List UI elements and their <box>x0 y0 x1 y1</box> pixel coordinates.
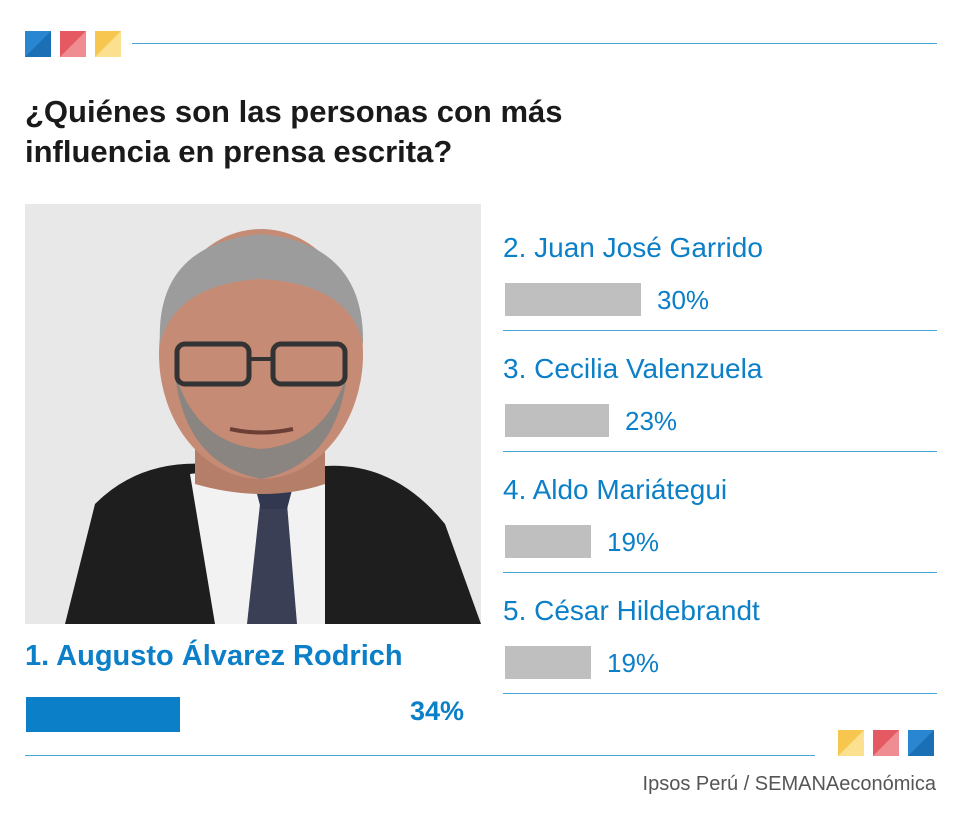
separator-rule <box>503 330 937 331</box>
decor-square-yellow <box>95 31 121 57</box>
leader-photo <box>25 204 481 624</box>
bar-3 <box>505 404 609 437</box>
decor-square-red <box>60 31 86 57</box>
decor-square-blue <box>908 730 934 756</box>
bar-1 <box>26 697 180 732</box>
bar-4 <box>505 525 591 558</box>
bar-value-3: 23% <box>625 406 678 436</box>
bar-label-4: 4. Aldo Mariátegui <box>503 474 728 505</box>
separator-rule <box>503 451 937 452</box>
top-rule <box>132 43 937 44</box>
bar-value-4: 19% <box>607 527 660 557</box>
source-credit: Ipsos Perú / SEMANAeconómica <box>642 773 936 795</box>
bar-value-2: 30% <box>657 285 710 315</box>
decor-square-blue <box>25 31 51 57</box>
chart-title: ¿Quiénes son las personas con más influe… <box>25 94 563 169</box>
bar-label-2: 2. Juan José Garrido <box>503 232 763 263</box>
separator-rule <box>503 693 937 694</box>
bar-5 <box>505 646 591 679</box>
decor-square-red <box>873 730 899 756</box>
bar-label-3: 3. Cecilia Valenzuela <box>503 353 763 384</box>
separator-rule <box>503 572 937 573</box>
bar-2 <box>505 283 641 316</box>
bar-label-1: 1. Augusto Álvarez Rodrich <box>25 640 403 672</box>
bar-value-5: 19% <box>607 648 660 678</box>
decor-square-yellow <box>838 730 864 756</box>
bar-value-1: 34% <box>409 696 464 726</box>
bar-label-5: 5. César Hildebrandt <box>503 595 760 626</box>
bottom-rule <box>25 755 815 756</box>
